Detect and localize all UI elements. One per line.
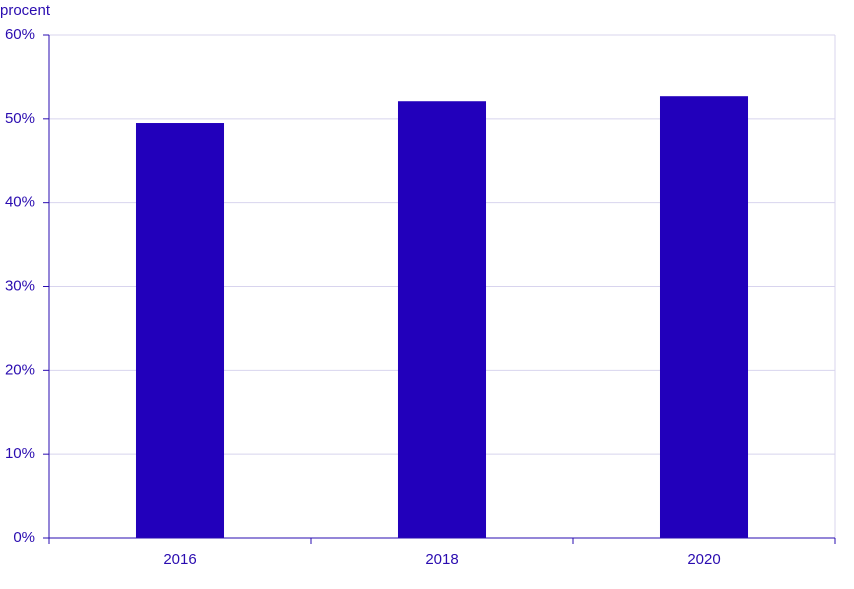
y-tick-label: 50% — [5, 110, 35, 127]
y-tick-label: 30% — [5, 277, 35, 294]
bar — [659, 96, 749, 538]
y-axis-label: procent — [0, 2, 51, 19]
y-tick-label: 60% — [5, 26, 35, 43]
bar — [135, 123, 225, 539]
bar — [397, 101, 487, 538]
y-tick-label: 40% — [5, 194, 35, 211]
y-tick-label: 20% — [5, 361, 35, 378]
x-tick-label: 2020 — [687, 551, 720, 568]
x-tick-label: 2016 — [163, 551, 196, 568]
x-tick-label: 2018 — [425, 551, 458, 568]
y-tick-label: 10% — [5, 445, 35, 462]
y-tick-label: 0% — [13, 529, 35, 546]
